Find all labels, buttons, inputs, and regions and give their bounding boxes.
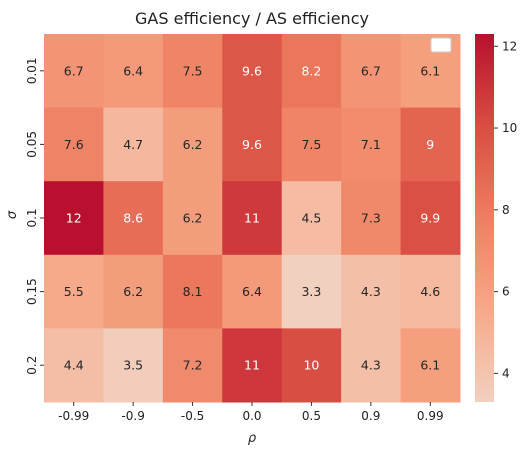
x-tick-label: -0.5: [181, 409, 204, 423]
heatmap-cell: [222, 254, 283, 329]
y-tick-label: 0.01: [25, 57, 39, 84]
cell-value-label: 4.3: [361, 358, 381, 373]
heatmap-cell: [103, 181, 164, 256]
y-tick-label: 0.1: [25, 208, 39, 227]
cell-value-label: 7.5: [183, 63, 203, 78]
colorbar: [475, 34, 494, 402]
cell-value-label: 12: [66, 211, 82, 226]
cell-value-label: 4.6: [420, 284, 440, 299]
heatmap-cell: [341, 181, 402, 256]
y-axis-ticks: 0.01 0.05 0.1 0.15 0.2: [25, 57, 44, 375]
cell-value-label: 6.2: [183, 137, 203, 152]
cell-value-label: 7.6: [64, 137, 84, 152]
y-tick-label: 0.05: [25, 131, 39, 158]
heatmap-cell: [103, 107, 164, 182]
x-tick-label: 0.5: [302, 409, 321, 423]
colorbar-tick-label: 4: [502, 366, 510, 380]
heatmap-cell: [103, 254, 164, 329]
heatmap-cell: [400, 107, 461, 182]
heatmap-cell-labels: 6.7 6.4 7.5 9.6 8.2 6.7 6.1 7.6 4.7 6.2 9.6 7.5 7.1 9…: [64, 63, 440, 372]
cell-value-label: 7.1: [361, 137, 381, 152]
cell-value-label: 11: [244, 211, 260, 226]
heatmap-cell: [222, 107, 283, 182]
y-tick-label: 0.15: [25, 278, 39, 305]
x-tick-label: 0.9: [361, 409, 380, 423]
heatmap-cell: [400, 328, 461, 403]
colorbar-ticks: 4 6 8 10 12: [494, 39, 517, 380]
heatmap-cells: [44, 34, 461, 403]
heatmap-cell: [162, 107, 223, 182]
cell-value-label: 6.2: [123, 284, 143, 299]
heatmap-cell: [281, 328, 342, 403]
heatmap-cell: [44, 107, 104, 182]
colorbar-tick-label: 6: [502, 285, 510, 299]
x-axis-label: ρ: [248, 431, 257, 446]
cell-value-label: 8.2: [301, 63, 321, 78]
heatmap-cell: [341, 34, 402, 109]
heatmap-cell: [400, 181, 461, 256]
heatmap-cell: [103, 328, 164, 403]
cell-value-label: 9.9: [420, 211, 440, 226]
heatmap-cell: [281, 181, 342, 256]
heatmap-cell: [44, 328, 104, 403]
heatmap-cell: [103, 34, 164, 109]
legend-box: [430, 37, 452, 53]
cell-value-label: 11: [244, 358, 260, 373]
heatmap-cell: [162, 181, 223, 256]
colorbar-tick-label: 12: [502, 39, 517, 53]
heatmap-cell: [341, 328, 402, 403]
cell-value-label: 3.5: [123, 358, 143, 373]
heatmap-cell: [44, 34, 104, 109]
heatmap-cell: [162, 34, 223, 109]
heatmap-cell: [44, 254, 104, 329]
cell-value-label: 6.1: [420, 63, 440, 78]
colorbar-tick-label: 8: [502, 203, 510, 217]
heatmap-cell: [341, 107, 402, 182]
heatmap-cell: [222, 34, 283, 109]
cell-value-label: 9.6: [242, 63, 262, 78]
y-axis-label: σ: [5, 210, 20, 219]
cell-value-label: 4.4: [64, 358, 84, 373]
x-axis-ticks: -0.99 -0.9 -0.5 0.0 0.5 0.9 0.99: [58, 402, 444, 423]
cell-value-label: 8.1: [183, 284, 203, 299]
heatmap-cell: [281, 254, 342, 329]
heatmap-cell: [341, 254, 402, 329]
cell-value-label: 6.2: [183, 211, 203, 226]
cell-value-label: 8.6: [123, 211, 143, 226]
cell-value-label: 6.7: [64, 63, 84, 78]
cell-value-label: 5.5: [64, 284, 84, 299]
colorbar-tick-label: 10: [502, 121, 517, 135]
cell-value-label: 4.7: [123, 137, 143, 152]
x-tick-label: 0.0: [242, 409, 261, 423]
heatmap-cell: [281, 107, 342, 182]
cell-value-label: 4.3: [361, 284, 381, 299]
cell-value-label: 6.7: [361, 63, 381, 78]
y-tick-label: 0.2: [25, 356, 39, 375]
cell-value-label: 6.1: [420, 358, 440, 373]
heatmap-cell: [44, 181, 104, 256]
cell-value-label: 9: [426, 137, 434, 152]
x-tick-label: -0.99: [58, 409, 89, 423]
cell-value-label: 7.5: [301, 137, 321, 152]
x-tick-label: -0.9: [121, 409, 144, 423]
heatmap-cell: [281, 34, 342, 109]
heatmap-cell: [222, 328, 283, 403]
cell-value-label: 9.6: [242, 137, 262, 152]
cell-value-label: 3.3: [301, 284, 321, 299]
cell-value-label: 4.5: [301, 211, 321, 226]
heatmap-cell: [162, 254, 223, 329]
x-tick-label: 0.99: [417, 409, 444, 423]
cell-value-label: 6.4: [123, 63, 143, 78]
cell-value-label: 7.3: [361, 211, 381, 226]
cell-value-label: 10: [303, 358, 319, 373]
cell-value-label: 6.4: [242, 284, 262, 299]
chart-title: GAS efficiency / AS efficiency: [135, 9, 369, 28]
heatmap-cell: [400, 254, 461, 329]
heatmap-cell: [222, 181, 283, 256]
heatmap-cell: [162, 328, 223, 403]
cell-value-label: 7.2: [183, 358, 203, 373]
